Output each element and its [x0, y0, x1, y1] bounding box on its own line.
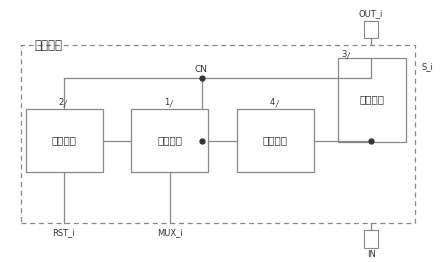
Text: IN: IN [367, 250, 376, 259]
Text: /: / [347, 51, 350, 60]
Text: /: / [64, 100, 66, 109]
Text: 输出电路: 输出电路 [360, 95, 385, 105]
Text: /: / [275, 100, 278, 109]
Text: 控制电路: 控制电路 [157, 135, 182, 145]
Text: S_i: S_i [422, 62, 434, 71]
Text: 1: 1 [164, 98, 170, 107]
Bar [237, 109, 314, 172]
Text: MUX_i: MUX_i [157, 228, 183, 238]
Text: /: / [170, 100, 172, 109]
Text: OUT_i: OUT_i [359, 9, 383, 18]
Text: CN: CN [194, 65, 207, 74]
Bar [26, 109, 103, 172]
Bar [131, 109, 208, 172]
Text: 4: 4 [270, 98, 275, 107]
Bar [364, 20, 378, 39]
Bar [21, 45, 415, 223]
Bar [338, 58, 406, 142]
Text: 复位电路: 复位电路 [52, 135, 77, 145]
Text: 3: 3 [342, 50, 347, 59]
Text: 2: 2 [58, 98, 64, 107]
Text: RST_i: RST_i [53, 228, 75, 238]
Text: 选通电路: 选通电路 [35, 40, 62, 52]
Text: 调整电路: 调整电路 [263, 135, 288, 145]
Bar [364, 230, 378, 248]
